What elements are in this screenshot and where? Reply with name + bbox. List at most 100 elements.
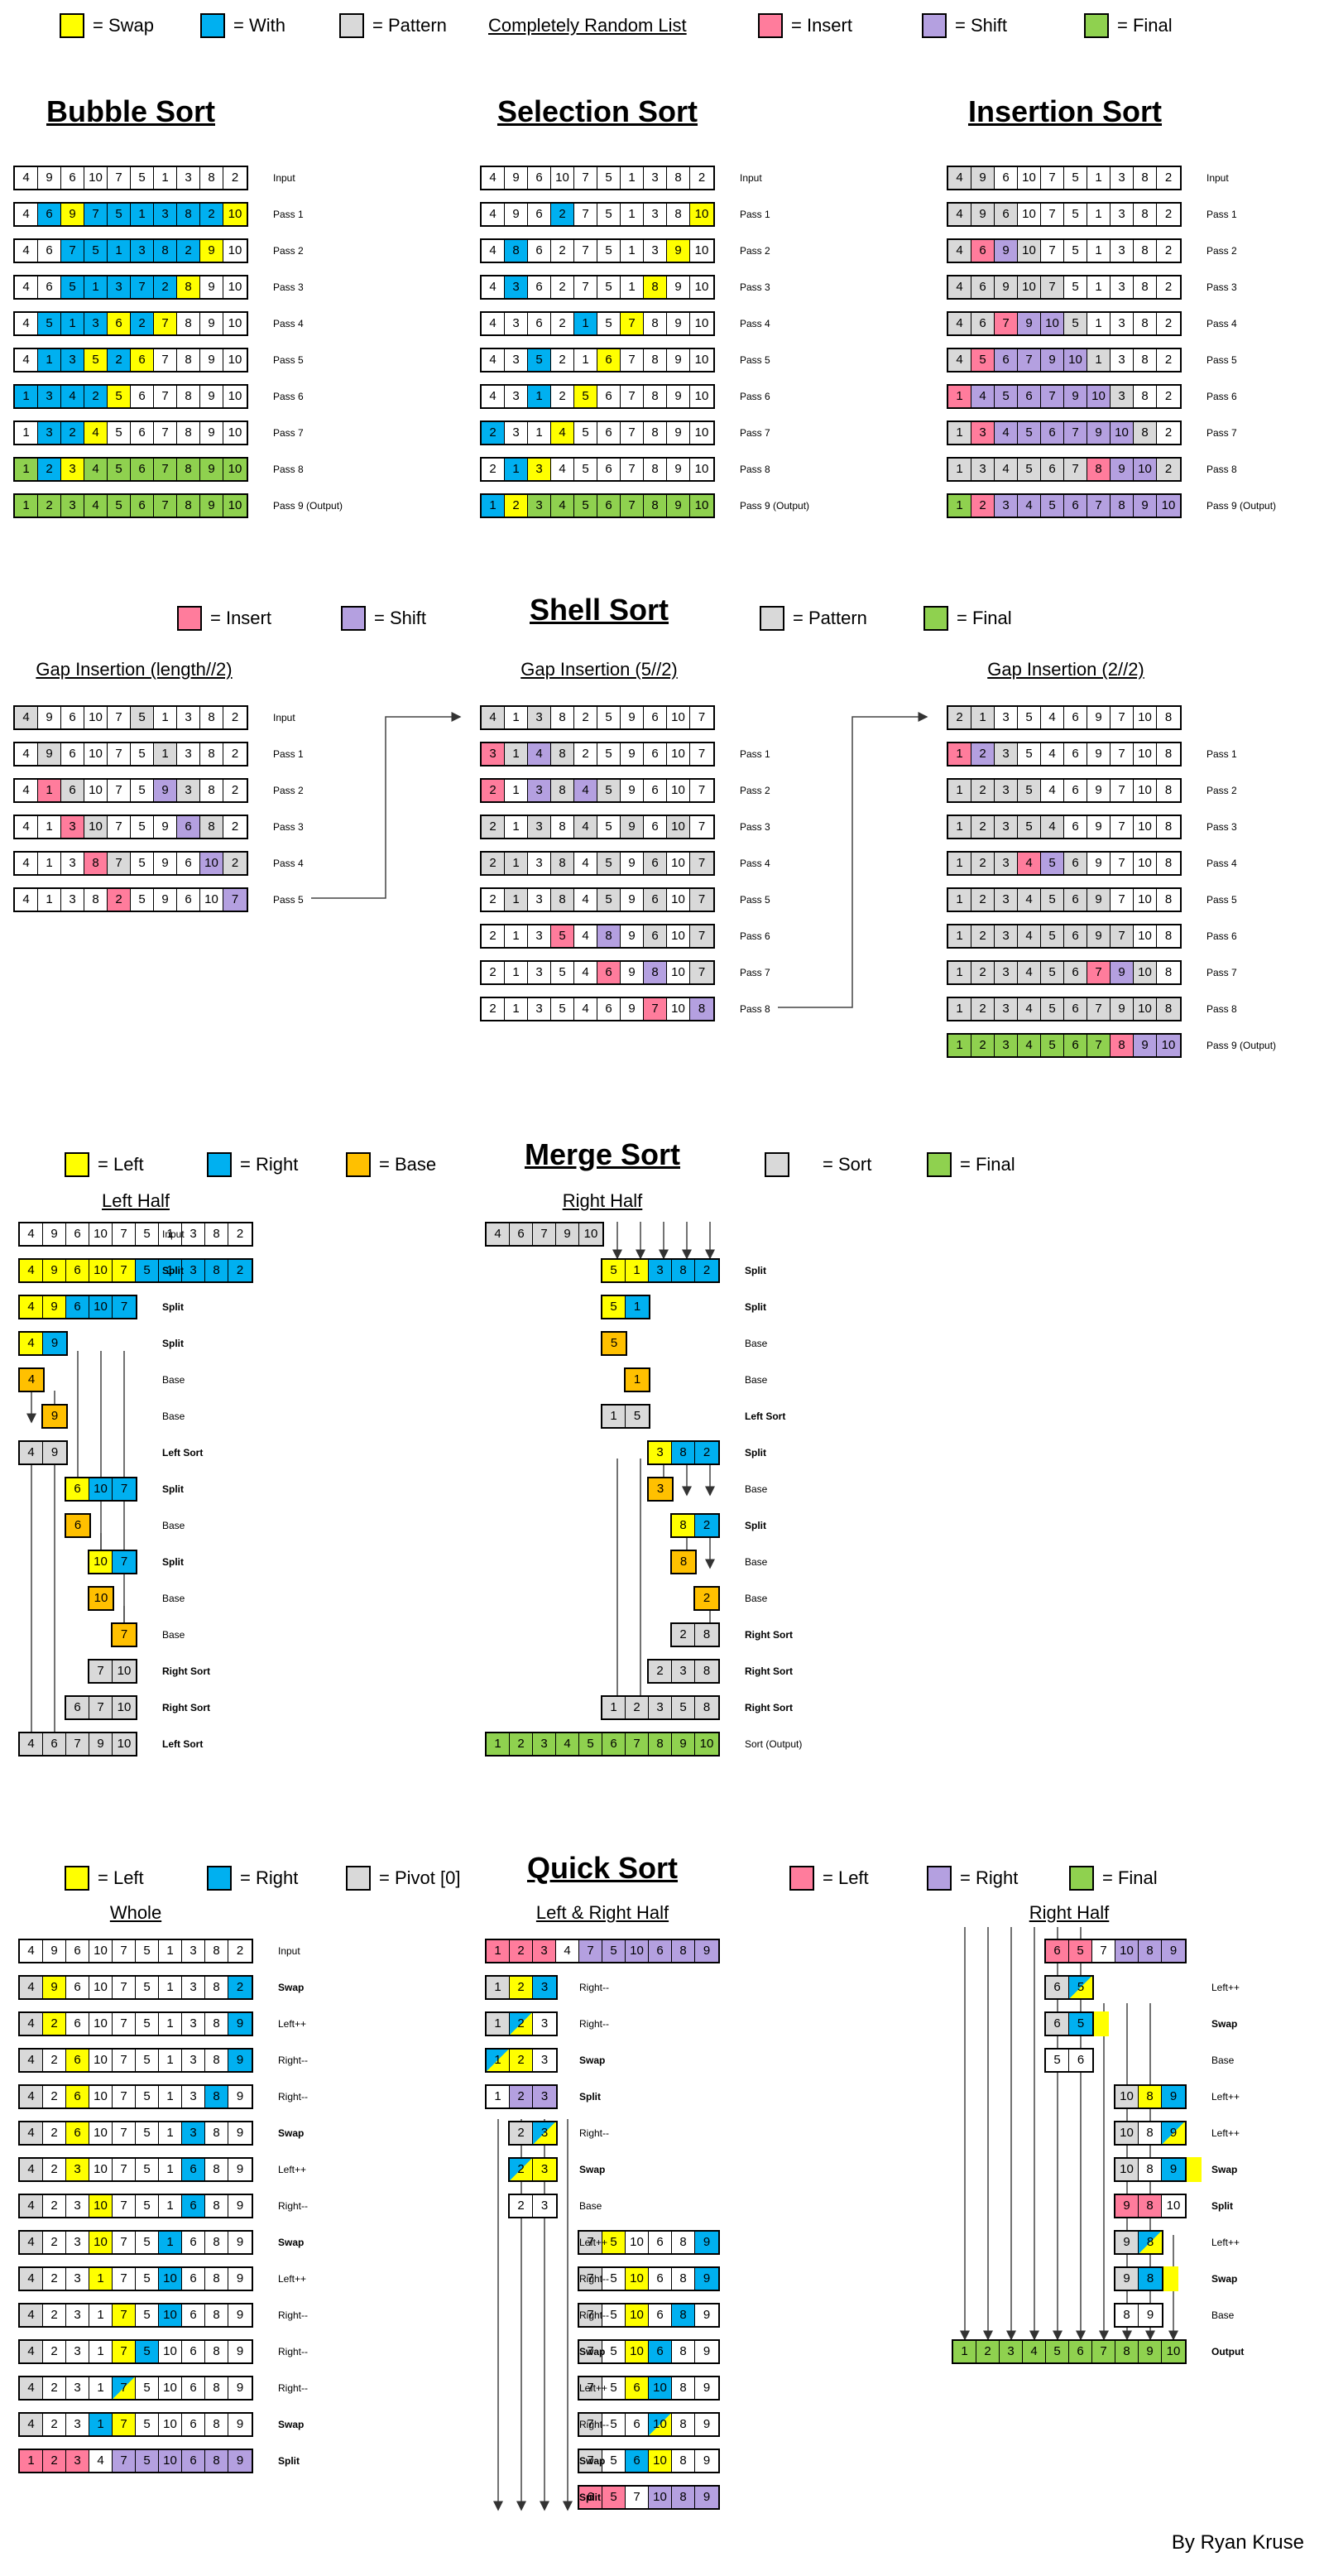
array-cell: 2	[228, 1940, 252, 1962]
array-cell: 6	[644, 816, 667, 838]
array-cell: 8	[205, 2195, 228, 2217]
array-cell: 9	[1139, 2304, 1162, 2326]
array-cell: 8	[1157, 962, 1180, 983]
array-cell: 10	[667, 962, 690, 983]
array-cell: 2	[1157, 313, 1180, 334]
array-cell: 1	[159, 2050, 182, 2071]
row-label: Left++	[579, 2237, 608, 2248]
array-cell: 4	[20, 2268, 43, 2290]
array-cell: 6	[66, 1515, 89, 1536]
quick_right-row: 10 8 9	[1114, 2121, 1187, 2146]
selection-row: 2 1 3 4 5 6 7 8 9 10	[480, 457, 715, 482]
quick_whole-row: 4 2 3 10 7 5 1 6 8 9	[18, 2230, 253, 2255]
list-description: Completely Random List	[488, 15, 687, 36]
array-cell: 6	[1018, 386, 1041, 407]
row-label: Swap	[1211, 2018, 1238, 2030]
array-cell: 6	[1046, 1977, 1069, 1998]
legend-swatch-insert	[758, 13, 783, 38]
array-cell: 5	[1041, 853, 1064, 874]
bubble-row: 4 6 5 1 3 7 2 8 9 10	[13, 275, 248, 300]
array-cell: 3	[61, 889, 84, 911]
array-cell: 6	[66, 1260, 89, 1281]
array-cell: 5	[1046, 2341, 1069, 2362]
array-cell: 1	[159, 1940, 182, 1962]
array-cell: 10	[1134, 962, 1157, 983]
row-label: Pass 3	[273, 821, 304, 833]
array-cell: 9	[505, 167, 528, 189]
array-cell: 4	[482, 313, 505, 334]
array-cell: 6	[182, 2450, 205, 2472]
array-cell: 6	[1064, 495, 1087, 517]
array-cell: 1	[38, 816, 61, 838]
array-cell: 4	[20, 1223, 43, 1245]
array-cell: 2	[551, 204, 574, 225]
array-cell: 2	[695, 1588, 718, 1609]
array-cell: 2	[695, 1442, 718, 1463]
array-cell: 1	[159, 1223, 182, 1245]
array-cell: 8	[644, 459, 667, 480]
array-cell: 7	[113, 2304, 136, 2326]
array-cell: 3	[528, 889, 551, 911]
array-cell: 2	[971, 780, 995, 801]
row-label: Swap	[579, 2055, 606, 2066]
row-label: Right Sort	[162, 1702, 210, 1713]
array-cell: 9	[1087, 853, 1111, 874]
array-cell: 4	[20, 2159, 43, 2180]
array-cell: 9	[695, 2268, 718, 2290]
array-cell: 4	[1018, 1035, 1041, 1056]
array-cell: 9	[1087, 925, 1111, 947]
array-cell: 9	[995, 276, 1018, 298]
row-label: Swap	[278, 2127, 305, 2139]
merge_left-row: 6	[65, 1513, 91, 1538]
array-cell: 2	[510, 1940, 533, 1962]
array-cell: 10	[1115, 2122, 1139, 2144]
array-cell: 1	[953, 2341, 976, 2362]
array-cell: 10	[667, 889, 690, 911]
array-cell: 2	[108, 349, 131, 371]
array-cell: 7	[644, 998, 667, 1020]
array-cell: 5	[131, 707, 154, 728]
array-cell: 2	[43, 2304, 66, 2326]
array-cell: 10	[1134, 780, 1157, 801]
array-cell: 9	[556, 1223, 579, 1245]
array-cell: 3	[38, 386, 61, 407]
array-cell: 2	[43, 2377, 66, 2399]
array-cell: 2	[971, 495, 995, 517]
array-cell: 10	[690, 204, 713, 225]
array-cell: 3	[649, 1478, 672, 1500]
array-cell: 8	[644, 313, 667, 334]
array-cell: 6	[61, 743, 84, 765]
row-label: Right Sort	[745, 1702, 793, 1713]
array-cell: 7	[113, 2232, 136, 2253]
merge_right-row: 5	[601, 1331, 627, 1356]
array-cell: 1	[1087, 240, 1111, 262]
array-cell: 9	[1018, 313, 1041, 334]
array-cell: 2	[1157, 240, 1180, 262]
array-cell: 8	[667, 204, 690, 225]
array-cell: 2	[482, 459, 505, 480]
array-cell: 3	[528, 495, 551, 517]
array-cell: 6	[597, 422, 621, 444]
array-cell: 3	[1111, 204, 1134, 225]
array-cell: 5	[1018, 707, 1041, 728]
array-cell: 3	[995, 816, 1018, 838]
selection-row: 4 9 6 10 7 5 1 3 8 2	[480, 166, 715, 190]
array-cell: 10	[159, 2268, 182, 2290]
array-cell: 6	[971, 240, 995, 262]
row-label: Pass 1	[273, 748, 304, 760]
bubble-sort-title: Bubble Sort	[46, 94, 215, 128]
merge_right-row: 1	[624, 1367, 650, 1392]
array-cell: 9	[505, 204, 528, 225]
array-cell: 9	[621, 816, 644, 838]
array-cell: 7	[113, 2414, 136, 2435]
array-cell: 4	[20, 2013, 43, 2035]
array-cell: 7	[621, 349, 644, 371]
shell3-row: 1 2 3 4 5 6 7 9 10 8	[947, 997, 1182, 1021]
row-label: Right--	[579, 1982, 610, 1993]
array-cell: 3	[66, 2232, 89, 2253]
array-cell: 9	[228, 2268, 252, 2290]
array-cell: 9	[621, 998, 644, 1020]
